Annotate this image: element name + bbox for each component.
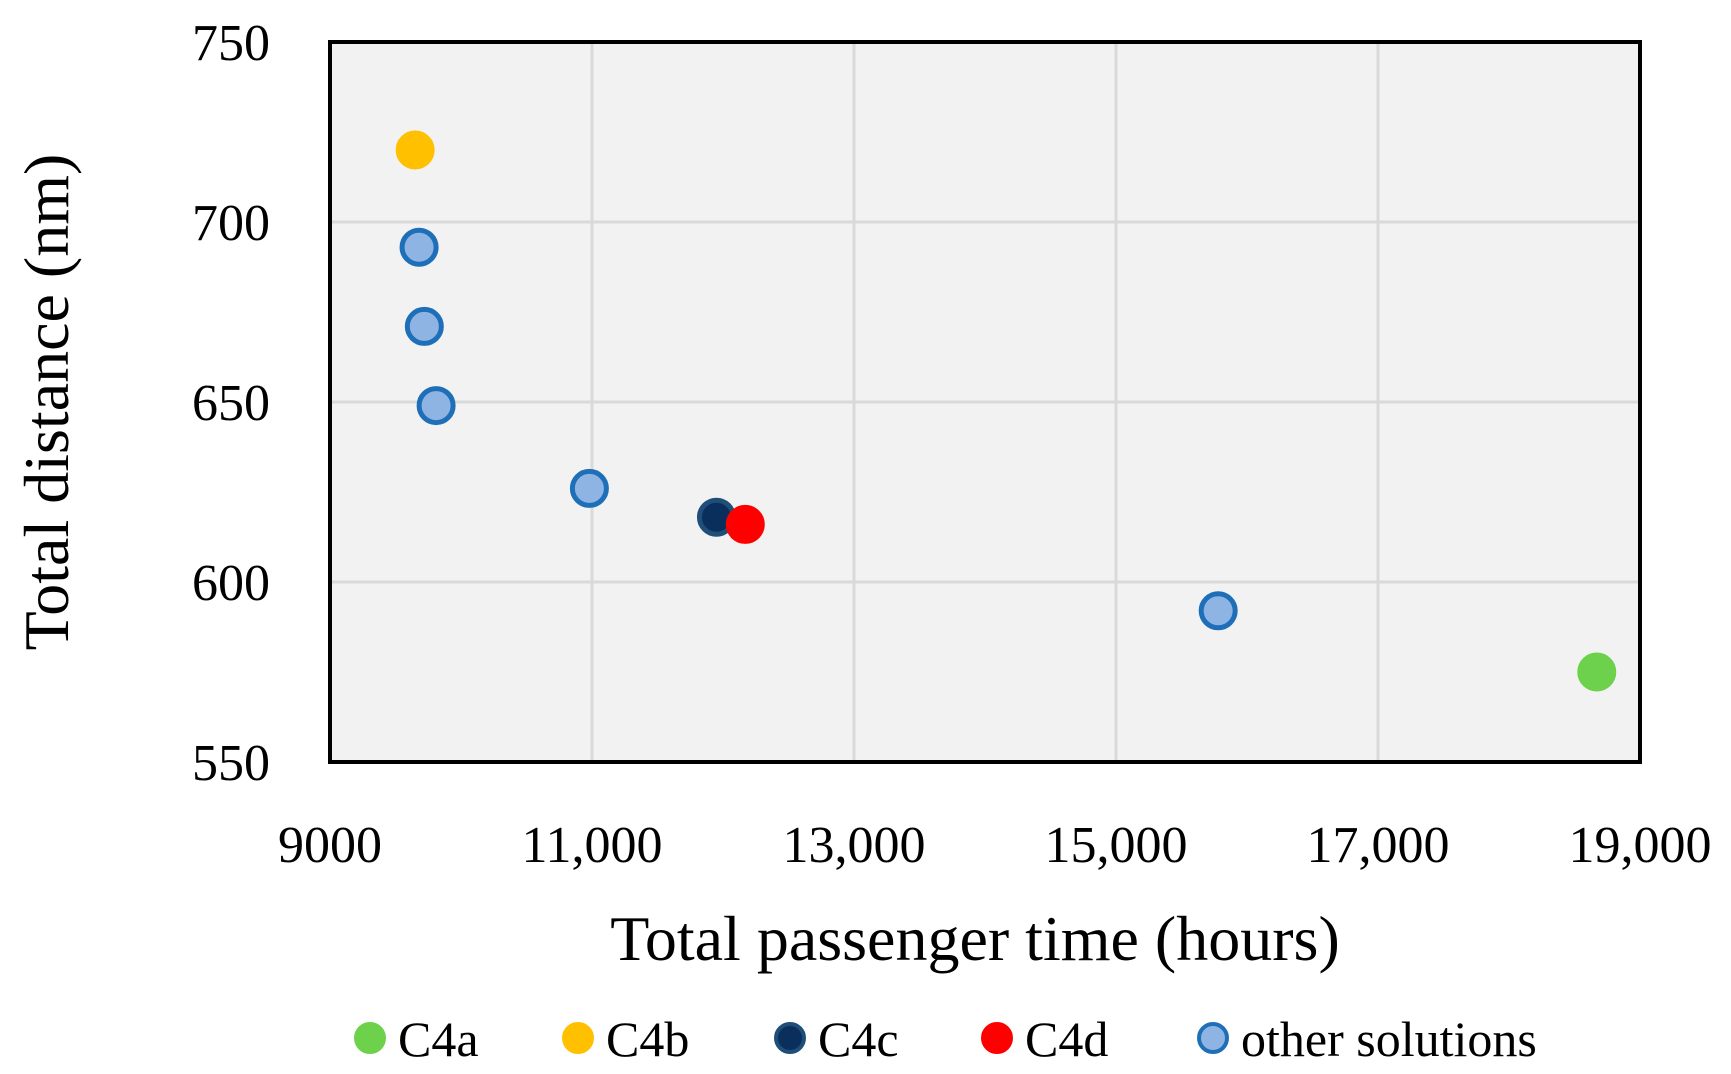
legend-marker-c4c [774,1022,806,1054]
point-c4b [395,130,435,170]
y-tick-label: 550 [192,735,270,792]
legend-label-other-solutions: other solutions [1241,1011,1537,1067]
legend-marker-c4b [562,1022,594,1054]
legend: C4a C4b C4c C4d other solutions [354,1011,1537,1067]
x-tick-label: 9000 [278,817,382,874]
point-other-solutions [404,306,444,346]
y-tick-label: 700 [192,195,270,252]
plot-border [328,40,1642,764]
x-tick-label: 11,000 [521,817,662,874]
y-axis-title: Total distance (nm) [11,154,82,651]
point-other-solutions [1198,591,1238,631]
legend-marker-c4a [354,1022,386,1054]
x-tick-label: 15,000 [1045,817,1188,874]
y-tick-labels: 550 600 650 700 750 [192,15,270,792]
data-points [395,130,1617,692]
point-c4a [1577,652,1617,692]
legend-label-c4c: C4c [818,1011,899,1067]
legend-marker-c4d [981,1022,1013,1054]
legend-label-c4b: C4b [606,1011,689,1067]
point-other-solutions [399,227,439,267]
x-axis-title: Total passenger time (hours) [610,903,1340,974]
point-other-solutions [569,468,609,508]
gridlines [330,42,1640,762]
legend-label-c4a: C4a [398,1011,479,1067]
y-tick-label: 650 [192,375,270,432]
y-tick-label: 750 [192,15,270,72]
point-c4d [725,504,765,544]
x-tick-label: 17,000 [1307,817,1450,874]
x-tick-label: 19,000 [1569,817,1712,874]
legend-label-c4d: C4d [1025,1011,1108,1067]
x-tick-label: 13,000 [783,817,926,874]
x-tick-labels: 9000 11,000 13,000 15,000 17,000 19,000 [278,817,1712,874]
point-other-solutions [416,386,456,426]
y-tick-label: 600 [192,555,270,612]
legend-marker-other-solutions [1197,1022,1229,1054]
